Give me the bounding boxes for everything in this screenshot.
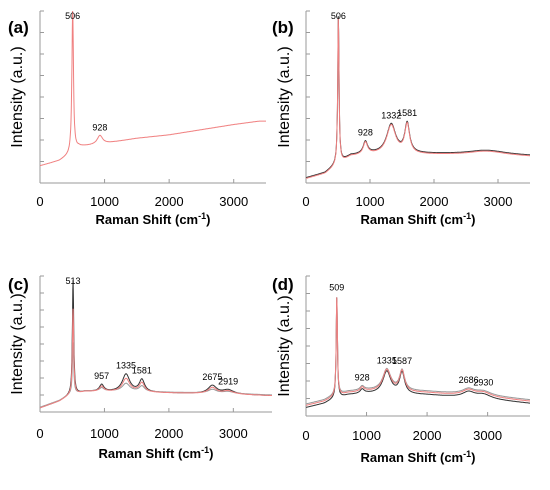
peak-label: 509 (329, 283, 344, 293)
x-tick-label: 1000 (356, 194, 385, 209)
peak-label: 928 (92, 122, 107, 132)
panel-letter: (c) (8, 275, 29, 294)
x-tick-label: 2000 (413, 428, 442, 443)
peak-label: 1581 (397, 108, 417, 118)
x-tick-label: 2000 (154, 426, 183, 441)
x-tick-label: 2000 (155, 194, 184, 209)
x-tick-label: 1000 (352, 428, 381, 443)
x-tick-label: 0 (302, 194, 309, 209)
spectrum-line-0 (39, 10, 266, 167)
x-axis-label-main: Raman Shift (cm (99, 446, 202, 461)
x-tick-label: 2000 (420, 194, 449, 209)
y-axis-label: Intensity (a.u.) (9, 293, 26, 394)
panel-letter: (d) (272, 275, 294, 294)
spectrum-line-1 (305, 298, 530, 405)
y-axis-label: Intensity (a.u.) (276, 46, 293, 147)
x-axis-label-end: ) (471, 212, 475, 227)
x-axis-label: Raman Shift (cm-1) (361, 211, 476, 227)
x-axis-label: Raman Shift (cm-1) (99, 445, 214, 461)
x-tick-label: 0 (36, 194, 43, 209)
spectrum-line-0 (305, 297, 530, 408)
x-axis-label-superscript: -1 (198, 211, 206, 221)
panel-letter: (a) (8, 18, 29, 37)
spectrum-line-0 (39, 280, 272, 409)
x-axis-label: Raman Shift (cm-1) (96, 211, 211, 227)
x-axis-label-end: ) (471, 450, 475, 465)
x-axis-label-main: Raman Shift (cm (361, 450, 464, 465)
x-axis-label-end: ) (209, 446, 213, 461)
x-tick-label: 3000 (219, 426, 248, 441)
peak-label: 1335 (116, 361, 136, 371)
peak-label: 1335 (377, 355, 397, 365)
peak-label: 2930 (473, 377, 493, 387)
x-tick-label: 3000 (484, 194, 513, 209)
peak-label: 928 (358, 128, 373, 138)
peak-label: 2919 (218, 376, 238, 386)
x-tick-label: 0 (302, 428, 309, 443)
x-axis-label-end: ) (206, 212, 210, 227)
peak-label: 506 (65, 11, 80, 21)
x-axis-label-main: Raman Shift (cm (361, 212, 464, 227)
x-tick-label: 1000 (90, 194, 119, 209)
peak-label: 1587 (392, 356, 412, 366)
spectrum-line-1 (305, 18, 530, 179)
peak-label: 928 (355, 372, 370, 382)
x-tick-label: 0 (36, 426, 43, 441)
y-axis-label: Intensity (a.u.) (9, 46, 26, 147)
x-axis-label: Raman Shift (cm-1) (361, 449, 476, 465)
x-axis-label-main: Raman Shift (cm (96, 212, 199, 227)
x-tick-label: 1000 (90, 426, 119, 441)
spectrum-line-0 (305, 16, 530, 179)
x-axis-label-superscript: -1 (463, 211, 471, 221)
peak-label: 1581 (132, 366, 152, 376)
peak-label: 957 (94, 371, 109, 381)
panel-letter: (b) (272, 18, 294, 37)
x-tick-label: 3000 (473, 428, 502, 443)
peak-label: 2675 (202, 372, 222, 382)
x-tick-label: 3000 (219, 194, 248, 209)
spectrum-line-2 (39, 308, 272, 409)
peak-label: 2686 (459, 375, 479, 385)
peak-label: 513 (66, 276, 81, 286)
spectrum-line-2 (305, 297, 530, 406)
x-axis-label-superscript: -1 (463, 449, 471, 459)
peak-label: 506 (331, 11, 346, 21)
panel-0: 0 1000 2000 3000 506 928 (a) Intensity (a.u.) Ra… (8, 10, 266, 227)
x-axis-label-superscript: -1 (201, 445, 209, 455)
y-axis-label: Intensity (a.u.) (276, 295, 293, 396)
peak-label: 1332 (381, 110, 401, 120)
